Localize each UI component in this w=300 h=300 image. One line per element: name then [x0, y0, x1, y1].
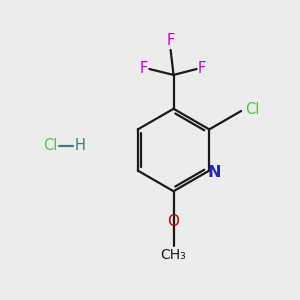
Text: N: N — [208, 165, 221, 180]
Text: CH₃: CH₃ — [161, 248, 186, 262]
Text: F: F — [140, 61, 148, 76]
Text: Cl: Cl — [245, 102, 259, 117]
Text: O: O — [168, 214, 180, 229]
Text: H: H — [74, 138, 85, 153]
Text: F: F — [167, 32, 175, 47]
Text: Cl: Cl — [43, 138, 57, 153]
Text: F: F — [198, 61, 206, 76]
